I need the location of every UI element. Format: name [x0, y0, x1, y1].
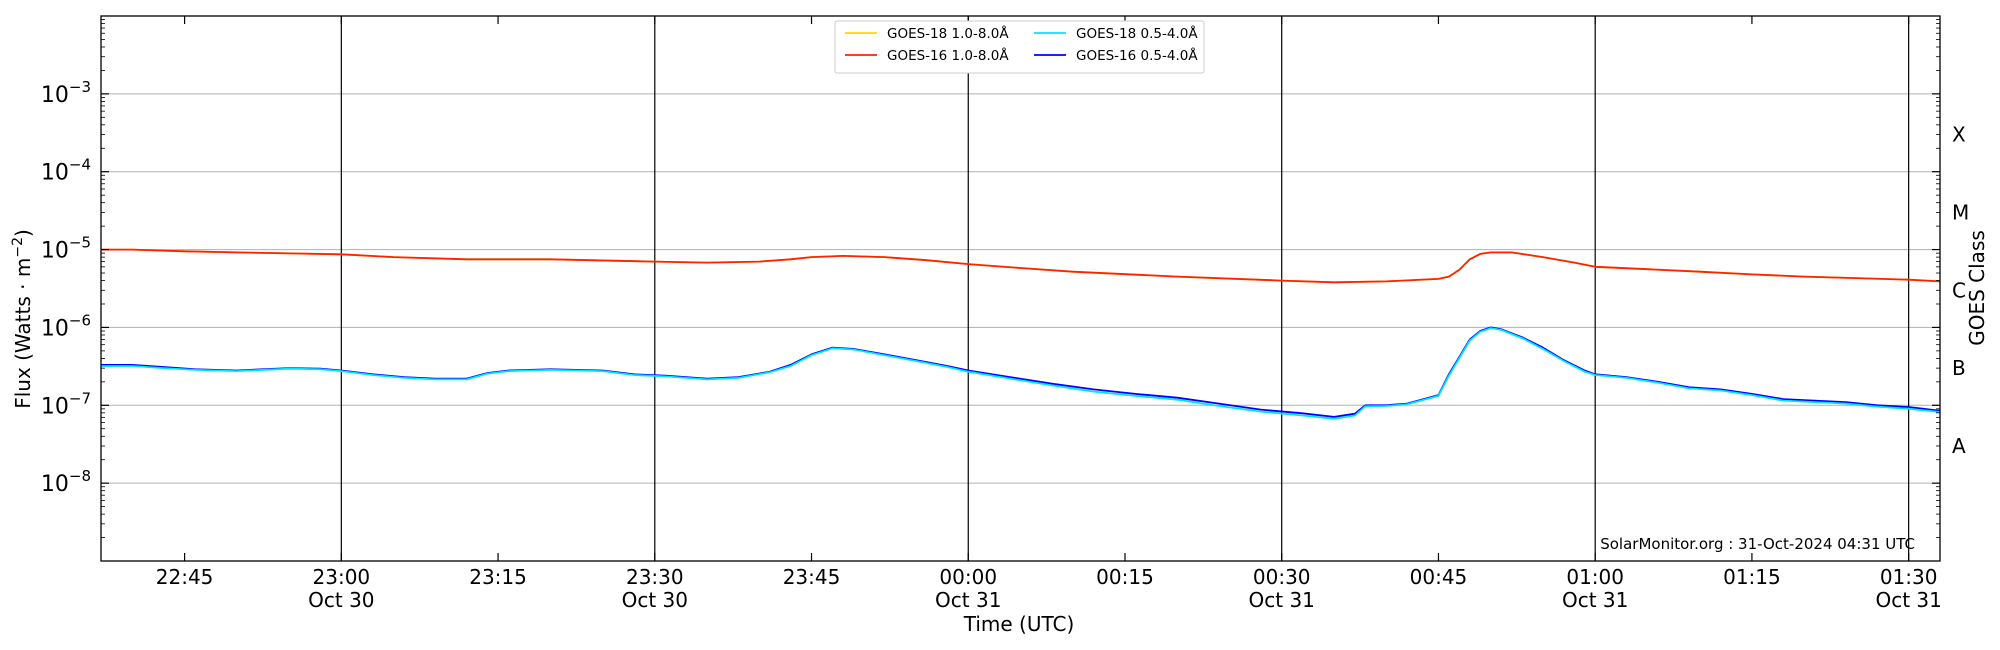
y-tick-label: 10−3 — [41, 78, 91, 108]
x-tick-date-label: Oct 31 — [935, 588, 1001, 612]
goes-class-label: M — [1952, 200, 1969, 224]
y-tick-label: 10−4 — [41, 156, 91, 186]
watermark: SolarMonitor.org : 31-Oct-2024 04:31 UTC — [1600, 535, 1915, 553]
x-tick-label: 00:30 — [1253, 565, 1311, 589]
legend-label: GOES-16 1.0-8.0Å — [887, 47, 1009, 64]
x-tick-date-label: Oct 31 — [1562, 588, 1628, 612]
y-tick-label: 10−8 — [41, 467, 91, 497]
x-axis-label: Time (UTC) — [963, 612, 1075, 636]
x-tick-label: 00:45 — [1410, 565, 1468, 589]
x-tick-label: 01:15 — [1723, 565, 1781, 589]
y-tick-label: 10−5 — [41, 234, 91, 264]
goes-class-label: A — [1952, 434, 1966, 458]
series-line — [101, 327, 1941, 420]
series-lines — [101, 248, 1941, 420]
x-tick-label: 23:00 — [313, 565, 371, 589]
series-line — [101, 248, 1941, 284]
legend-label: GOES-16 0.5-4.0Å — [1076, 47, 1198, 64]
y-tick-label: 10−7 — [41, 389, 91, 419]
legend: GOES-18 1.0-8.0Å GOES-16 1.0-8.0Å GOES-18 … — [834, 20, 1205, 74]
x-tick-date-label: Oct 30 — [308, 588, 374, 612]
y-axis-label: Flux (Watts · m−2) — [10, 229, 35, 409]
plot-frame — [100, 15, 1941, 562]
goes-class-label: X — [1952, 123, 1966, 147]
x-tick-date-label: Oct 30 — [622, 588, 688, 612]
x-tick-label: 23:15 — [469, 565, 527, 589]
legend-box — [834, 20, 1205, 74]
date-boundary-lines — [340, 16, 1910, 561]
x-tick-label: 22:45 — [156, 565, 214, 589]
x-tick-date-label: Oct 31 — [1875, 588, 1941, 612]
x-tick-label: 23:45 — [783, 565, 841, 589]
goes-class-label: C — [1952, 278, 1966, 302]
x-tick-label: 00:15 — [1096, 565, 1154, 589]
x-tick-label: 01:30 — [1880, 565, 1938, 589]
legend-label: GOES-18 0.5-4.0Å — [1076, 25, 1198, 42]
x-tick-label: 23:30 — [626, 565, 684, 589]
y-axis-ticks: 10−8 10−7 10−6 10−5 10−4 10−3 — [41, 19, 1940, 538]
x-tick-label: 01:00 — [1566, 565, 1624, 589]
y-tick-label: 10−6 — [41, 311, 91, 341]
goes-class-labels: A B C M X — [1952, 123, 1969, 458]
x-tick-label: 00:00 — [939, 565, 997, 589]
goes-class-axis-label: GOES Class — [1965, 230, 1989, 346]
x-tick-date-label: Oct 31 — [1249, 588, 1315, 612]
goes-class-label: B — [1952, 356, 1966, 380]
grid-lines — [101, 93, 1940, 484]
legend-label: GOES-18 1.0-8.0Å — [887, 25, 1009, 42]
